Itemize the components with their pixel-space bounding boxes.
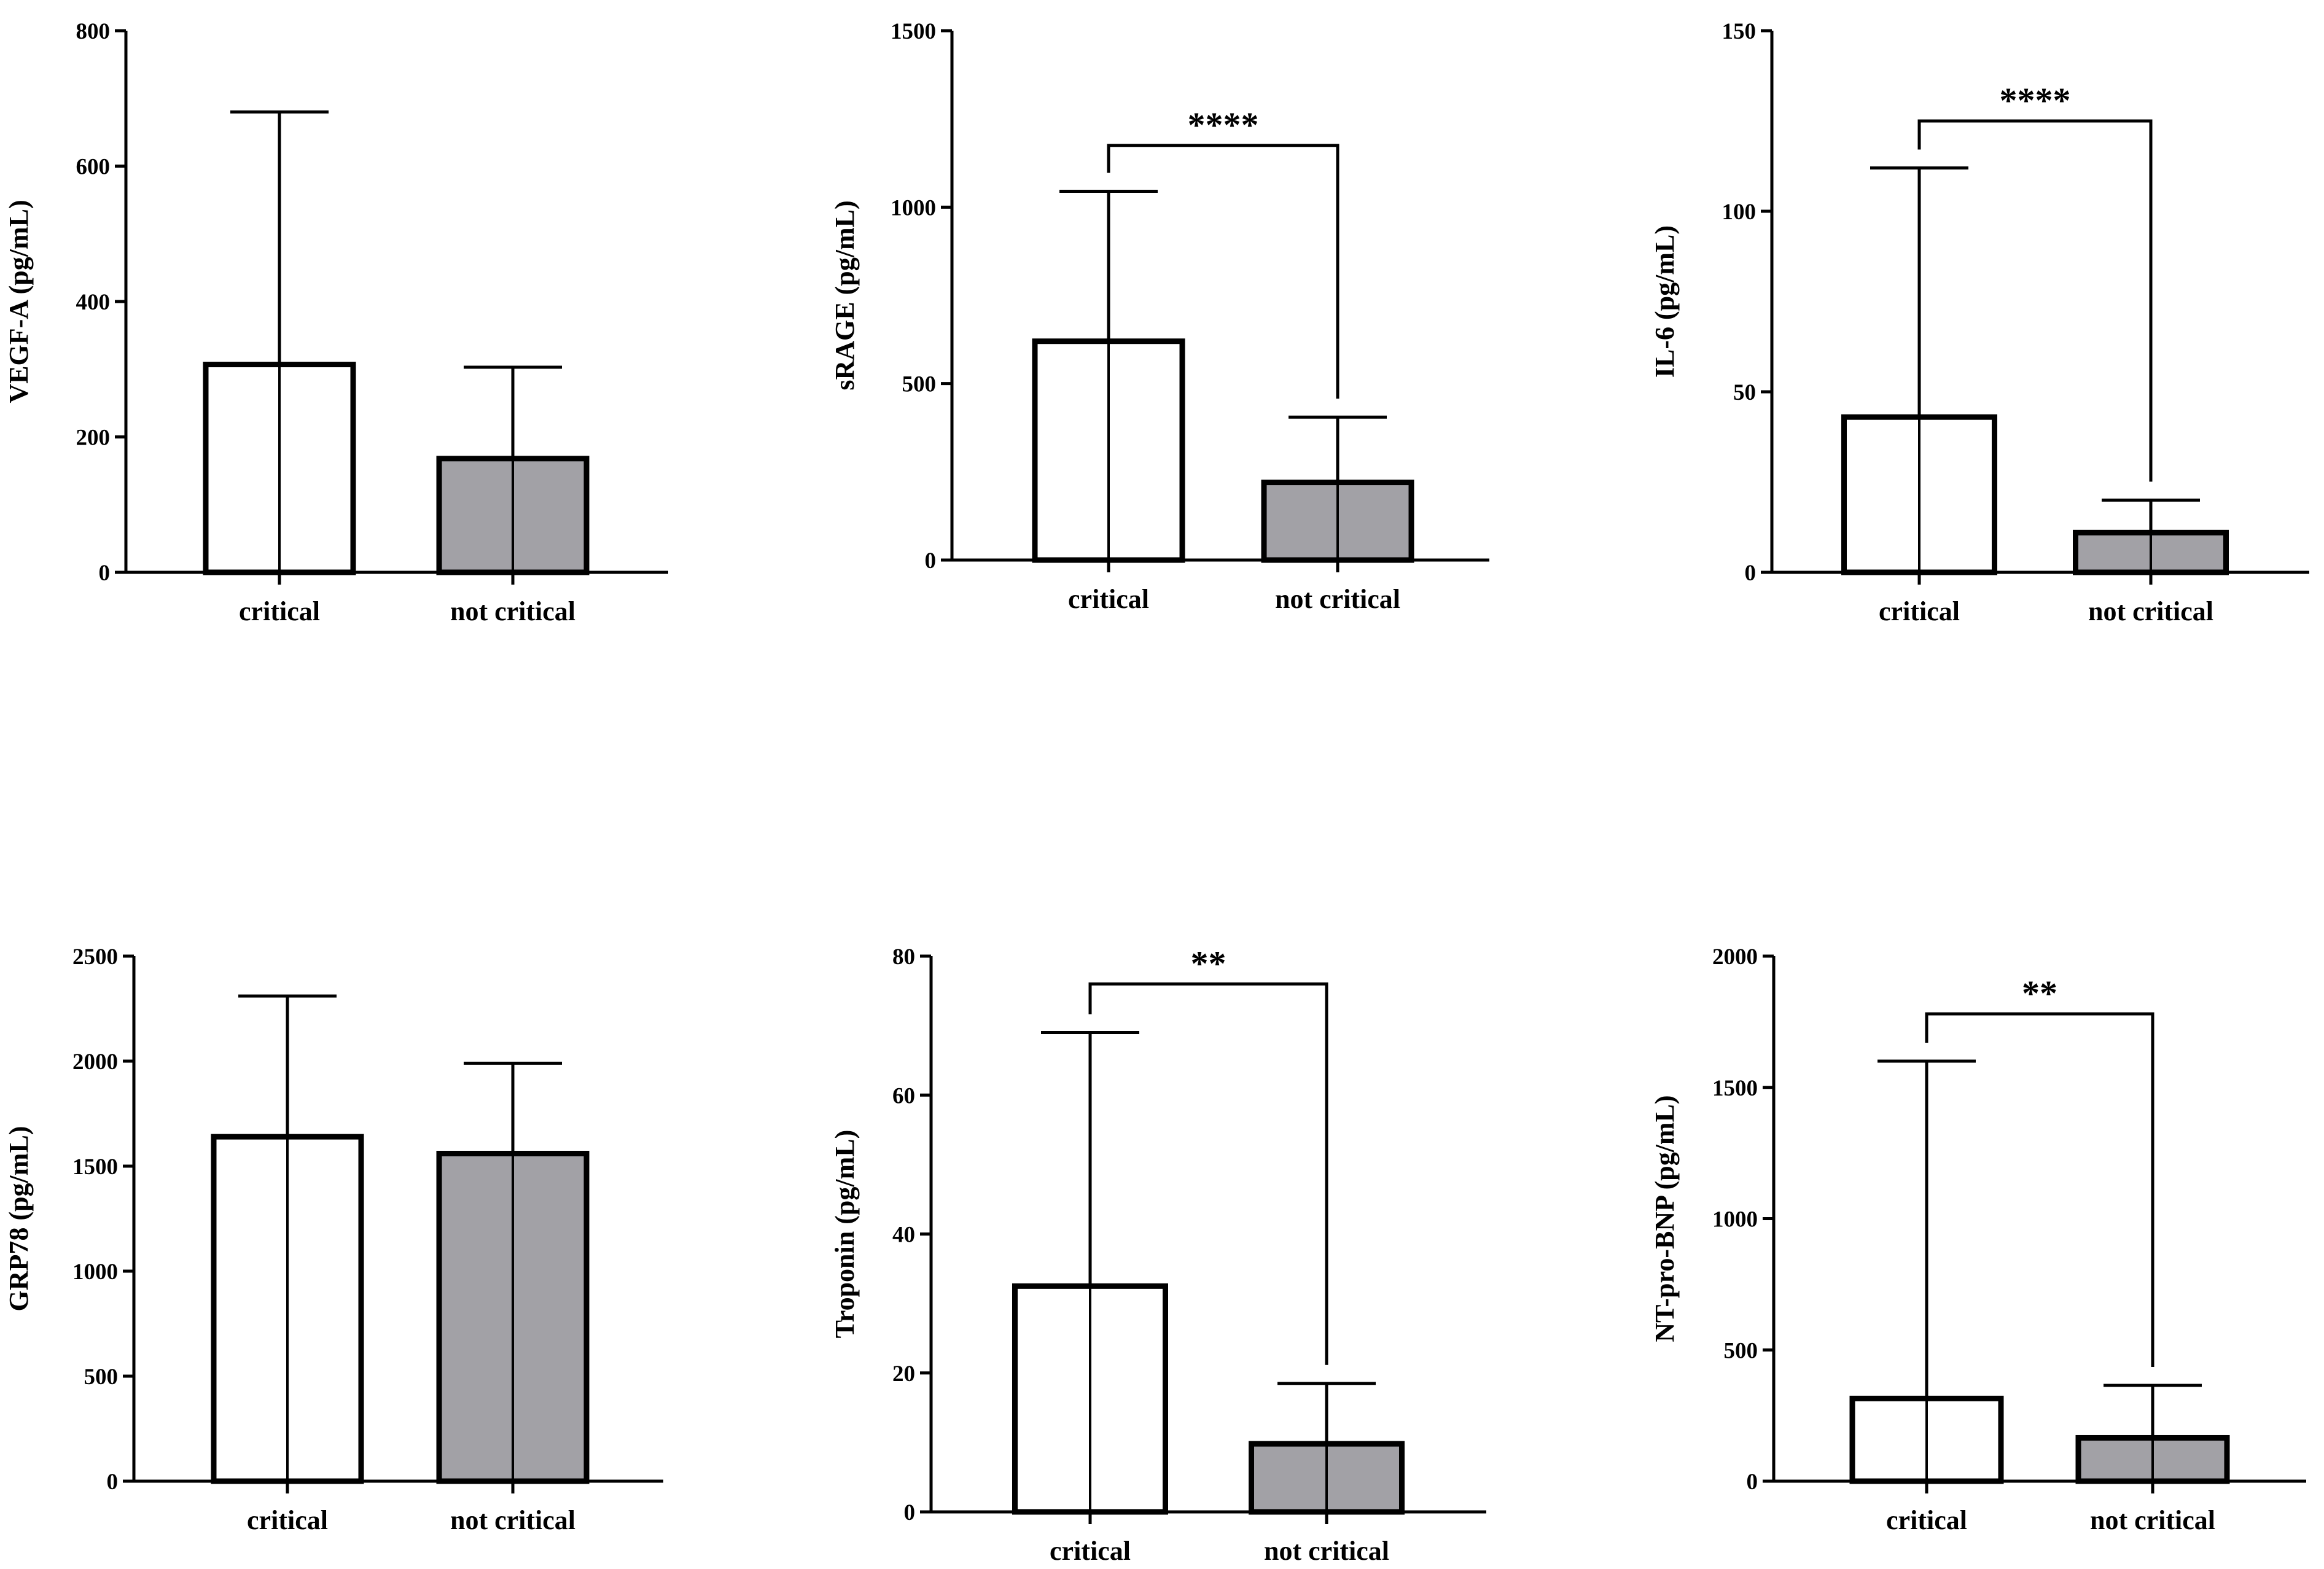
x-tick-label: critical <box>1068 584 1149 614</box>
y-axis-title: GRP78 (pg/mL) <box>4 1126 34 1312</box>
significance-label: **** <box>2000 80 2071 120</box>
y-tick-label: 0 <box>1747 1470 1758 1495</box>
x-tick-label: critical <box>1050 1536 1131 1566</box>
y-tick-label: 400 <box>76 290 111 315</box>
significance-bracket <box>1917 119 2153 482</box>
y-axis-title: VEGF-A (pg/mL) <box>4 200 34 403</box>
x-tick-label: critical <box>1886 1505 1967 1535</box>
y-tick-label: 1500 <box>1712 1076 1758 1101</box>
y-tick-label: 0 <box>925 548 937 574</box>
y-tick-label: 2000 <box>72 1049 118 1075</box>
y-tick-label: 0 <box>107 1470 119 1495</box>
y-axis-title: sRAGE (pg/mL) <box>830 200 860 390</box>
x-tick-label: not critical <box>1264 1536 1389 1566</box>
y-tick-label: 20 <box>892 1361 915 1387</box>
chart-panel: 0 500 1000 1500 sRAGE (pg/mL) critical not cri… <box>830 19 1489 614</box>
chart-panel: 0 20 40 60 80 Troponin (pg/mL) critical not cri… <box>830 943 1486 1566</box>
significance-label: ** <box>2022 973 2057 1013</box>
significance-bracket <box>1088 982 1328 1365</box>
significance-bracket <box>1925 1012 2154 1367</box>
significance-label: **** <box>1188 105 1259 145</box>
y-tick-label: 100 <box>1722 200 1757 225</box>
x-tick-label: not critical <box>2090 1505 2215 1535</box>
significance-bracket <box>1107 144 1339 399</box>
y-tick-label: 0 <box>1745 561 1757 586</box>
y-axis-title: Troponin (pg/mL) <box>830 1130 860 1338</box>
y-tick-label: 1000 <box>72 1259 118 1285</box>
y-tick-label: 1000 <box>1712 1207 1758 1232</box>
y-tick-label: 1500 <box>891 19 936 44</box>
significance-label: ** <box>1191 943 1226 983</box>
x-tick-label: not critical <box>450 596 575 626</box>
chart-panel: 0 200 400 600 800 VEGF-A (pg/mL) critical not c… <box>4 19 668 626</box>
y-tick-label: 0 <box>99 561 111 586</box>
y-tick-label: 200 <box>76 426 111 451</box>
y-tick-label: 500 <box>1724 1338 1758 1363</box>
y-tick-label: 1500 <box>72 1154 118 1180</box>
x-tick-label: critical <box>247 1505 328 1535</box>
x-tick-label: critical <box>239 596 320 626</box>
y-axis-title: NT-pro-BNP (pg/mL) <box>1650 1095 1680 1342</box>
chart-panel: 0 500 1000 1500 2000 NT-pro-BNP (pg/mL) critic… <box>1650 944 2306 1535</box>
x-tick-label: not critical <box>1275 584 1400 614</box>
y-tick-label: 2500 <box>72 944 118 970</box>
y-tick-label: 800 <box>76 19 111 44</box>
chart-panel: 0 500 1000 1500 2000 2500 GRP78 (pg/mL) critica… <box>4 944 663 1535</box>
y-tick-label: 1000 <box>891 195 936 220</box>
x-tick-label: critical <box>1879 596 1960 626</box>
y-tick-label: 80 <box>892 944 915 970</box>
chart-panel: 0 50 100 150 IL-6 (pg/mL) critical not critica… <box>1650 19 2309 626</box>
x-tick-label: not critical <box>2088 596 2213 626</box>
y-axis-title: IL-6 (pg/mL) <box>1650 225 1680 378</box>
y-tick-label: 40 <box>892 1223 915 1248</box>
y-tick-label: 2000 <box>1712 944 1758 970</box>
y-tick-label: 60 <box>892 1083 915 1108</box>
y-tick-label: 500 <box>902 372 937 397</box>
y-tick-label: 150 <box>1722 19 1757 44</box>
x-tick-label: not critical <box>450 1505 575 1535</box>
y-tick-label: 0 <box>904 1500 916 1525</box>
y-tick-label: 600 <box>76 155 111 180</box>
y-tick-label: 500 <box>84 1365 119 1390</box>
y-tick-label: 50 <box>1733 380 1756 405</box>
